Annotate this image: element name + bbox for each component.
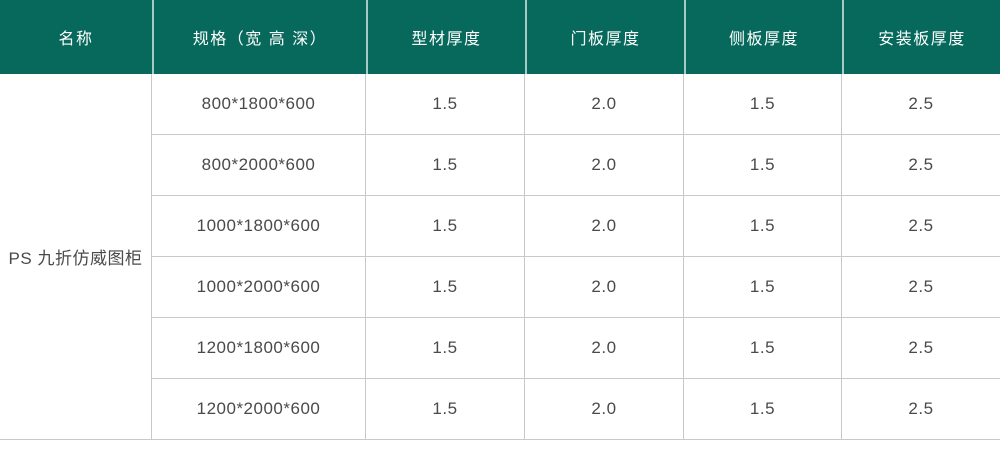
side-thickness-cell: 1.5	[684, 196, 842, 257]
mounting-thickness-cell: 2.5	[842, 135, 1000, 196]
door-thickness-cell: 2.0	[525, 257, 684, 318]
profile-thickness-cell: 1.5	[366, 379, 525, 440]
side-thickness-cell: 1.5	[684, 74, 842, 135]
table-row: 1200*1800*600 1.5 2.0 1.5 2.5	[0, 318, 1000, 379]
header-cell-name: 名称	[0, 0, 152, 74]
door-thickness-cell: 2.0	[525, 318, 684, 379]
mounting-thickness-cell: 2.5	[842, 196, 1000, 257]
profile-thickness-cell: 1.5	[366, 318, 525, 379]
profile-thickness-cell: 1.5	[366, 257, 525, 318]
header-cell-door-thickness: 门板厚度	[525, 0, 684, 74]
spec-cell: 1000*1800*600	[152, 196, 366, 257]
side-thickness-cell: 1.5	[684, 135, 842, 196]
door-thickness-cell: 2.0	[525, 135, 684, 196]
header-cell-mounting-thickness: 安装板厚度	[842, 0, 1000, 74]
spec-cell: 800*1800*600	[152, 74, 366, 135]
spec-table: 名称 规格（宽 高 深） 型材厚度 门板厚度 侧板厚度 安装板厚度 PS 九折仿…	[0, 0, 1000, 440]
side-thickness-cell: 1.5	[684, 379, 842, 440]
profile-thickness-cell: 1.5	[366, 135, 525, 196]
side-thickness-cell: 1.5	[684, 318, 842, 379]
table-row: PS 九折仿威图柜 800*1800*600 1.5 2.0 1.5 2.5	[0, 74, 1000, 440]
header-cell-spec: 规格（宽 高 深）	[152, 0, 366, 74]
spec-cell: 1200*2000*600	[152, 379, 366, 440]
spec-cell: 1000*2000*600	[152, 257, 366, 318]
profile-thickness-cell: 1.5	[366, 196, 525, 257]
table-row: 1000*2000*600 1.5 2.0 1.5 2.5	[0, 257, 1000, 318]
table-row: 800*2000*600 1.5 2.0 1.5 2.5	[0, 135, 1000, 196]
door-thickness-cell: 2.0	[525, 74, 684, 135]
header-cell-side-thickness: 侧板厚度	[684, 0, 842, 74]
spec-cell: 1200*1800*600	[152, 318, 366, 379]
header-cell-profile-thickness: 型材厚度	[366, 0, 525, 74]
spec-cell: 800*2000*600	[152, 135, 366, 196]
door-thickness-cell: 2.0	[525, 196, 684, 257]
table-row: 1200*2000*600 1.5 2.0 1.5 2.5	[0, 379, 1000, 440]
door-thickness-cell: 2.0	[525, 379, 684, 440]
mounting-thickness-cell: 2.5	[842, 257, 1000, 318]
mounting-thickness-cell: 2.5	[842, 318, 1000, 379]
header-row: 名称 规格（宽 高 深） 型材厚度 门板厚度 侧板厚度 安装板厚度	[0, 0, 1000, 74]
product-name-cell: PS 九折仿威图柜	[0, 74, 152, 440]
profile-thickness-cell: 1.5	[366, 74, 525, 135]
side-thickness-cell: 1.5	[684, 257, 842, 318]
mounting-thickness-cell: 2.5	[842, 379, 1000, 440]
mounting-thickness-cell: 2.5	[842, 74, 1000, 135]
table-row: 1000*1800*600 1.5 2.0 1.5 2.5	[0, 196, 1000, 257]
